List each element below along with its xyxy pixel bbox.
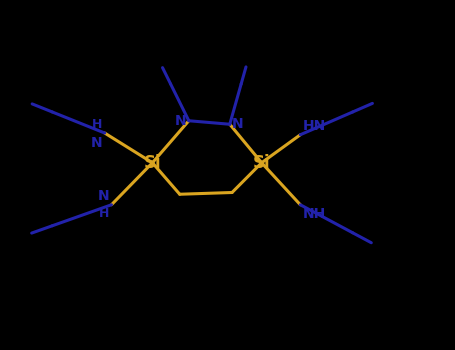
Text: H: H [99, 207, 109, 220]
Text: NH: NH [303, 206, 326, 220]
Text: N: N [232, 117, 244, 131]
Text: HN: HN [303, 119, 326, 133]
Text: N: N [97, 189, 109, 203]
Text: H: H [92, 118, 102, 131]
Text: N: N [175, 114, 187, 128]
Text: Si: Si [253, 154, 270, 172]
Text: Si: Si [144, 154, 161, 172]
Text: N: N [91, 136, 102, 150]
